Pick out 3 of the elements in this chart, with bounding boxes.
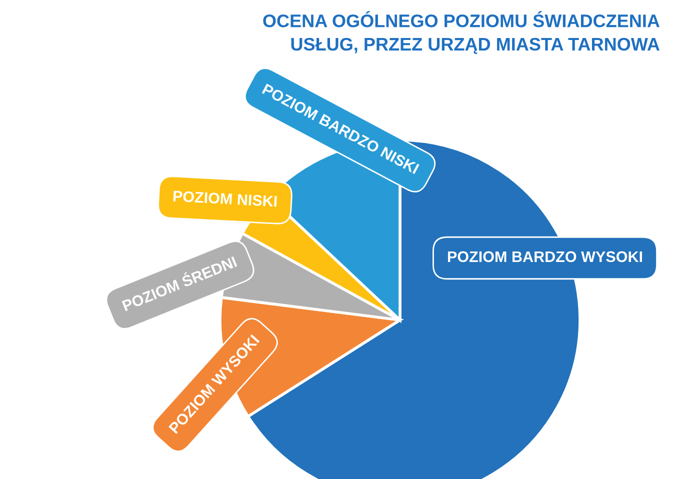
slice-label: POZIOM BARDZO WYSOKI bbox=[448, 251, 642, 262]
slice-label: POZIOM NISKI bbox=[173, 190, 277, 207]
chart-title: OCENA OGÓLNEGO POZIOMU ŚWIADCZENIA USŁUG, PRZEZ URZĄD MIASTA TARNOWA bbox=[263, 11, 660, 54]
